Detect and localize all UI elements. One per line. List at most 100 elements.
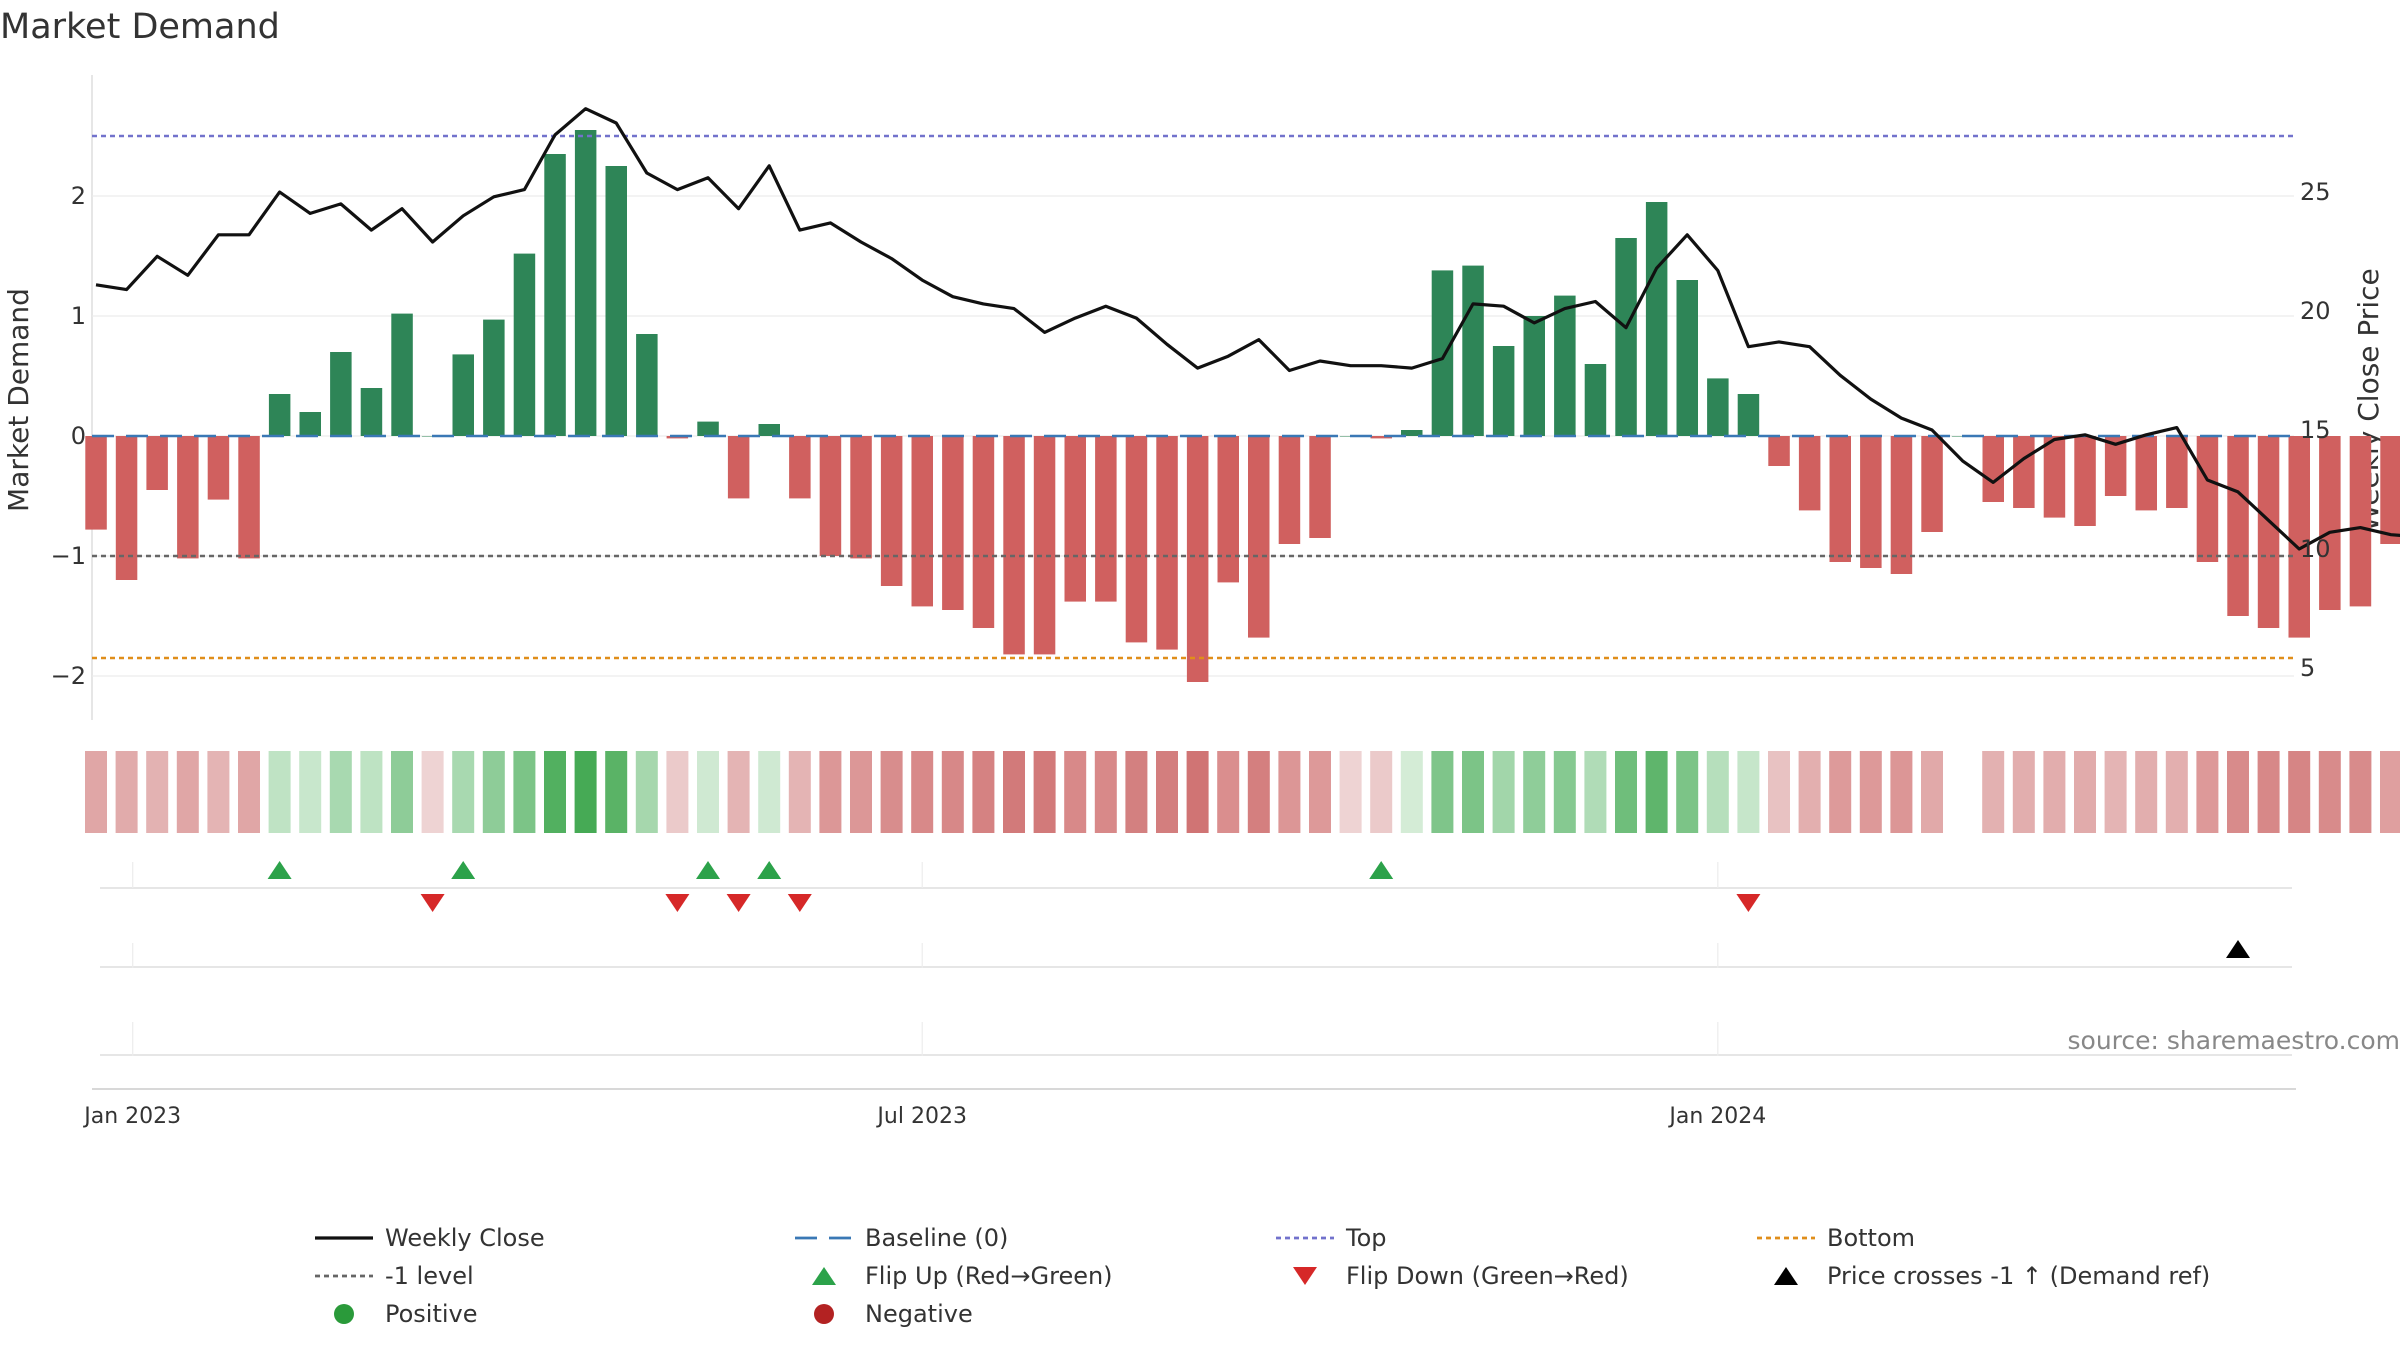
demand-bar xyxy=(1707,378,1729,436)
y-tick-label-left: −2 xyxy=(51,662,86,690)
heat-strip-cell xyxy=(1400,751,1423,833)
demand-bar xyxy=(1768,436,1790,466)
heat-strip-cell xyxy=(1094,751,1117,833)
flip-markers xyxy=(100,861,2292,912)
demand-bar xyxy=(238,436,260,559)
heat-strip-cell xyxy=(2043,751,2066,833)
heat-strip-cell xyxy=(1431,751,1454,833)
y-tick-label-left: 0 xyxy=(71,422,86,450)
demand-bar xyxy=(268,394,291,436)
heat-strip-cell xyxy=(635,751,658,833)
y-axis-label-left: Market Demand xyxy=(2,288,35,512)
heat-strip-cell xyxy=(2012,751,2035,833)
heat-strip-cell xyxy=(268,751,291,833)
heat-strip-cell xyxy=(115,751,138,833)
heat-strip-cell xyxy=(1768,751,1790,833)
demand-bar xyxy=(2135,436,2157,511)
demand-bar xyxy=(2288,436,2310,638)
demand-bar xyxy=(1737,394,1760,436)
demand-bar xyxy=(758,424,780,436)
heat-strip-cell xyxy=(819,751,842,833)
demand-bar xyxy=(2196,436,2219,562)
heat-strip-cell xyxy=(1798,751,1821,833)
heat-strip-cell xyxy=(2349,751,2372,833)
demand-bar xyxy=(1860,436,1882,568)
legend-item: Weekly Close xyxy=(315,1224,545,1252)
heat-strip-cell xyxy=(697,751,719,833)
legend-label: Negative xyxy=(865,1300,973,1328)
x-tick-label: Jan 2024 xyxy=(1667,1104,1766,1129)
demand-bar xyxy=(911,436,933,607)
y-tick-label-left: −1 xyxy=(51,542,86,570)
heat-strip-cell xyxy=(544,751,566,833)
price-cross-marker xyxy=(2226,940,2250,958)
demand-bar xyxy=(1492,346,1515,436)
demand-bar xyxy=(1431,270,1454,436)
demand-bar xyxy=(1370,436,1392,439)
heat-strip-cell xyxy=(482,751,505,833)
demand-bar xyxy=(972,436,995,628)
legend-label: Bottom xyxy=(1827,1224,1915,1252)
flip-down-marker xyxy=(1736,894,1761,912)
demand-bar xyxy=(1921,436,1943,532)
demand-bars xyxy=(85,130,2400,682)
demand-bar xyxy=(850,436,872,559)
heat-strip-cell xyxy=(1859,751,1882,833)
legend-label: Price crosses -1 ↑ (Demand ref) xyxy=(1827,1262,2210,1290)
heat-strip-cell xyxy=(1309,751,1331,833)
demand-bar xyxy=(2043,436,2066,518)
demand-bar xyxy=(483,319,505,436)
heat-strip-cell xyxy=(2074,751,2096,833)
demand-bar xyxy=(1890,436,1913,574)
demand-bar xyxy=(727,436,750,499)
heat-strip-cell xyxy=(1921,751,1943,833)
demand-bar xyxy=(697,421,719,436)
legend-label: Weekly Close xyxy=(385,1224,545,1252)
heat-strip-cell xyxy=(972,751,995,833)
demand-bar xyxy=(605,166,627,436)
demand-bar xyxy=(452,354,474,436)
heat-strip-cell xyxy=(1247,751,1270,833)
demand-bar xyxy=(1798,436,1821,511)
heat-strip-cell xyxy=(2288,751,2311,833)
demand-bar xyxy=(2013,436,2035,508)
level-lines xyxy=(92,134,2294,660)
demand-bar xyxy=(2319,436,2341,610)
demand-bar xyxy=(1095,436,1117,602)
demand-bar xyxy=(1278,436,1301,544)
demand-bar xyxy=(942,436,964,610)
heat-strip-cell xyxy=(880,751,903,833)
flip-up-marker xyxy=(696,861,720,879)
demand-bar xyxy=(1676,280,1698,436)
legend-label: Flip Up (Red→Green) xyxy=(865,1262,1113,1290)
legend-item: Bottom xyxy=(1757,1224,1915,1252)
heat-strip-cell xyxy=(1829,751,1852,833)
heat-strip-cell xyxy=(758,751,781,833)
demand-bar xyxy=(574,130,597,436)
flip-down-marker xyxy=(726,894,751,912)
legend-swatch xyxy=(812,1267,836,1285)
demand-bar xyxy=(2227,436,2249,616)
heat-strip-cell xyxy=(2196,751,2219,833)
demand-bar xyxy=(2104,436,2127,496)
heat-strip-cell xyxy=(176,751,199,833)
legend-label: Baseline (0) xyxy=(865,1224,1008,1252)
heat-strip-cell xyxy=(2135,751,2158,833)
heat-strip-cell xyxy=(1951,751,1974,833)
legend-item: Flip Up (Red→Green) xyxy=(812,1262,1113,1290)
legend-item: Baseline (0) xyxy=(795,1224,1008,1252)
demand-bar xyxy=(1523,316,1545,436)
legend-label: Flip Down (Green→Red) xyxy=(1346,1262,1629,1290)
demand-bar xyxy=(1401,430,1423,436)
flip-down-marker xyxy=(420,894,445,912)
demand-bar xyxy=(85,436,107,530)
price-cross-markers xyxy=(100,940,2292,1056)
heat-strip-cell xyxy=(1706,751,1729,833)
demand-bar xyxy=(1554,295,1576,436)
chart-title: Market Demand xyxy=(0,7,280,47)
flip-up-marker xyxy=(1369,861,1394,879)
legend-swatch xyxy=(1774,1267,1798,1285)
